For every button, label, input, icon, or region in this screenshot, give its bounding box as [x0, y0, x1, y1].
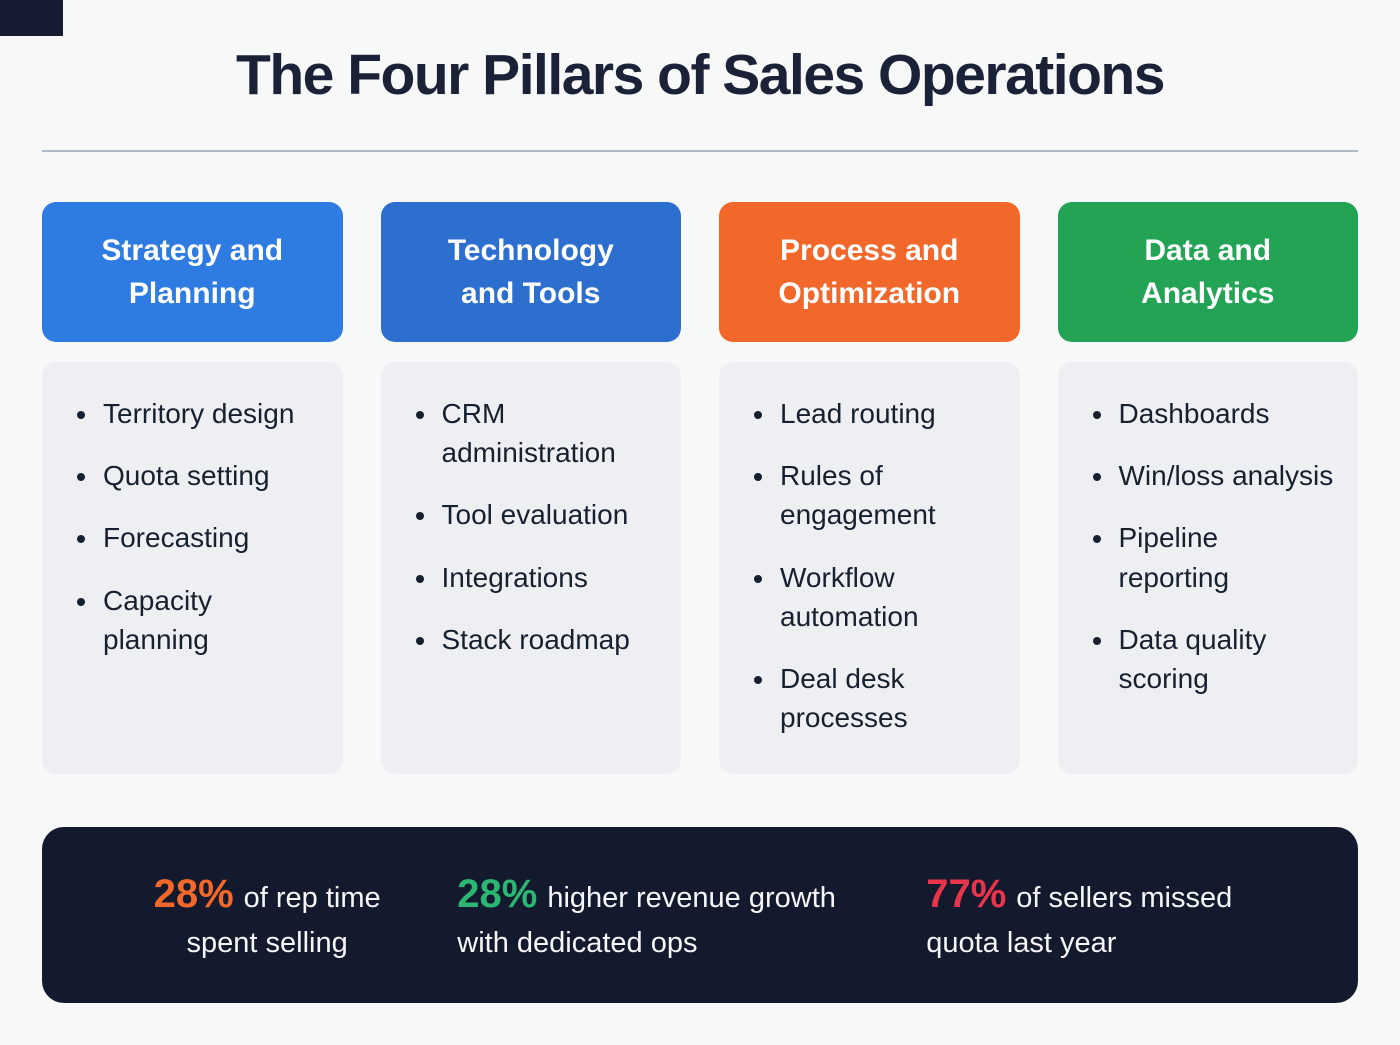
pillars-row: Strategy and Planning Territory design Q…: [42, 202, 1358, 774]
list-item: Deal desk processes: [777, 659, 996, 737]
pillar-list-technology-tools: CRM administration Tool evaluation Integ…: [413, 394, 658, 659]
pillar-header-data-analytics: Data and Analytics: [1057, 202, 1358, 342]
stat-value: 77%: [926, 872, 1007, 917]
pillar-header-process-optimization: Process and Optimization: [719, 202, 1020, 342]
pillar-card-process-optimization: Lead routing Rules of engagement Workflo…: [719, 362, 1020, 774]
pillar-header-technology-tools: Technology and Tools: [380, 202, 681, 342]
list-item: Win/loss analysis: [1116, 456, 1335, 495]
list-item: Pipeline reporting: [1116, 518, 1335, 596]
list-item: Tool evaluation: [439, 495, 658, 534]
pillar-list-process-optimization: Lead routing Rules of engagement Workflo…: [751, 394, 996, 737]
list-item: Forecasting: [100, 518, 319, 557]
stat-revenue-growth: 28% higher revenue growth with dedicated …: [457, 866, 877, 964]
list-item: Stack roadmap: [439, 620, 658, 659]
pillar-technology-tools: Technology and Tools CRM administration …: [380, 202, 681, 774]
list-item: Workflow automation: [777, 558, 996, 636]
list-item: Territory design: [100, 394, 319, 433]
list-item: Lead routing: [777, 394, 996, 433]
pillar-data-analytics: Data and Analytics Dashboards Win/loss a…: [1057, 202, 1358, 774]
stat-text: of rep time spent selling: [186, 882, 381, 959]
corner-mark: [0, 0, 63, 36]
pillar-card-technology-tools: CRM administration Tool evaluation Integ…: [380, 362, 681, 774]
list-item: Integrations: [439, 558, 658, 597]
pillar-card-strategy-planning: Territory design Quota setting Forecasti…: [42, 362, 343, 774]
list-item: Quota setting: [100, 456, 319, 495]
stats-bar: 28% of rep time spent selling 28% higher r…: [42, 827, 1358, 1003]
list-item: Data quality scoring: [1116, 620, 1335, 698]
title-divider: [42, 150, 1358, 152]
pillar-list-strategy-planning: Territory design Quota setting Forecasti…: [74, 394, 319, 659]
stat-missed-quota: 77% of sellers missed quota last year: [926, 866, 1296, 964]
pillar-header-strategy-planning: Strategy and Planning: [42, 202, 343, 342]
list-item: CRM administration: [439, 394, 658, 472]
stat-rep-time: 28% of rep time spent selling: [122, 866, 412, 964]
stat-value: 28%: [153, 872, 234, 917]
pillar-card-data-analytics: Dashboards Win/loss analysis Pipeline re…: [1057, 362, 1358, 774]
pillar-process-optimization: Process and Optimization Lead routing Ru…: [719, 202, 1020, 774]
stat-text: of sellers missed quota last year: [926, 882, 1233, 959]
list-item: Dashboards: [1116, 394, 1335, 433]
page-title: The Four Pillars of Sales Operations: [236, 43, 1165, 107]
list-item: Capacity planning: [100, 581, 319, 659]
stat-value: 28%: [457, 872, 538, 917]
list-item: Rules of engagement: [777, 456, 996, 534]
pillar-list-data-analytics: Dashboards Win/loss analysis Pipeline re…: [1090, 394, 1335, 698]
pillar-strategy-planning: Strategy and Planning Territory design Q…: [42, 202, 343, 774]
stat-text: higher revenue growth with dedicated ops: [457, 882, 836, 959]
